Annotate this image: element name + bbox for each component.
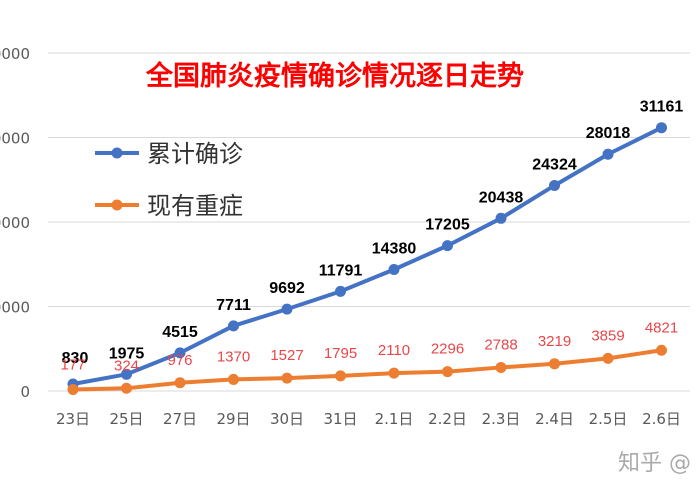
point-severe <box>228 373 239 385</box>
legend-swatch-marker <box>111 147 123 159</box>
point-severe <box>67 384 79 396</box>
x-tick-label: 23日 <box>56 410 90 428</box>
point-cumulative <box>549 179 560 191</box>
data-label-severe: 2788 <box>484 336 517 353</box>
series-line-severe <box>72 348 662 392</box>
legend-swatch-marker <box>111 199 123 211</box>
data-label-cumulative: 830 <box>62 350 89 367</box>
point-severe <box>121 382 132 394</box>
data-label-cumulative: 11791 <box>319 262 363 279</box>
point-severe <box>549 358 560 370</box>
data-label-severe: 3219 <box>538 333 571 350</box>
series-lines <box>67 122 667 396</box>
point-severe <box>174 377 186 389</box>
legend-label: 现有重症 <box>147 192 243 220</box>
x-tick-label: 30日 <box>270 410 304 428</box>
x-tick-label: 2.6日 <box>642 410 681 428</box>
data-label-severe: 3859 <box>591 327 624 344</box>
point-cumulative <box>174 347 186 359</box>
data-label-severe: 2296 <box>431 341 464 358</box>
x-axis: 23日 25日 27日 29日 30日 31日 2.1日 2.2日 2.3日 2.4日 2.5日 2.… <box>56 410 681 428</box>
x-tick-label: 2.4日 <box>535 410 574 428</box>
data-label-cumulative: 9692 <box>269 280 305 297</box>
data-label-severe: 4821 <box>645 319 678 336</box>
point-cumulative <box>281 303 293 315</box>
data-label-cumulative: 17205 <box>425 217 470 234</box>
x-tick-label: 2.2日 <box>428 410 467 428</box>
x-tick-label: 29日 <box>216 410 250 428</box>
data-labels: 830 1975 4515 7711 9692 11791 14380 17205 20438 2… <box>60 99 683 375</box>
data-label-cumulative: 20438 <box>479 189 524 206</box>
watermark: 知乎 @ <box>618 451 691 476</box>
point-severe <box>281 372 293 384</box>
data-label-severe: 1370 <box>217 348 250 365</box>
x-tick-label: 25日 <box>109 410 143 428</box>
data-label-severe: 324 <box>114 357 139 374</box>
gridlines <box>48 52 690 392</box>
point-cumulative <box>228 320 239 332</box>
y-axis: 00000000000000000 <box>0 45 30 401</box>
data-label-cumulative: 14380 <box>372 240 417 257</box>
data-label-cumulative: 28018 <box>586 125 631 142</box>
point-cumulative <box>442 240 453 252</box>
point-severe <box>335 370 346 382</box>
chart-title: 全国肺炎疫情确诊情况逐日走势 <box>145 60 524 92</box>
data-label-severe: 2110 <box>378 342 410 359</box>
x-tick-label: 27日 <box>163 410 197 428</box>
point-severe <box>442 366 453 378</box>
data-label-cumulative: 31161 <box>640 99 684 116</box>
point-severe <box>602 352 614 364</box>
data-label-severe: 1795 <box>324 345 357 362</box>
point-severe <box>656 344 667 356</box>
data-label-cumulative: 24324 <box>532 156 577 173</box>
data-label-cumulative: 7711 <box>216 297 251 314</box>
x-tick-label: 31日 <box>323 410 357 428</box>
x-tick-label: 2.5日 <box>589 410 628 428</box>
legend-label: 累计确诊 <box>147 140 243 168</box>
point-cumulative <box>121 368 132 380</box>
series-line-cumulative <box>72 125 663 386</box>
point-severe <box>388 367 400 379</box>
data-label-severe: 1527 <box>270 347 303 364</box>
data-label-cumulative: 1975 <box>109 345 145 362</box>
point-cumulative <box>495 212 507 224</box>
data-label-severe: 177 <box>60 357 85 374</box>
x-tick-label: 2.3日 <box>482 410 521 428</box>
data-label-severe: 976 <box>167 352 192 369</box>
point-cumulative <box>602 148 614 160</box>
point-cumulative <box>335 285 346 297</box>
y-tick-label: 0 <box>20 383 30 401</box>
point-cumulative <box>656 122 667 134</box>
data-label-cumulative: 4515 <box>162 324 198 341</box>
x-tick-label: 2.1日 <box>375 410 414 428</box>
point-severe <box>495 361 507 373</box>
point-cumulative <box>388 263 400 275</box>
